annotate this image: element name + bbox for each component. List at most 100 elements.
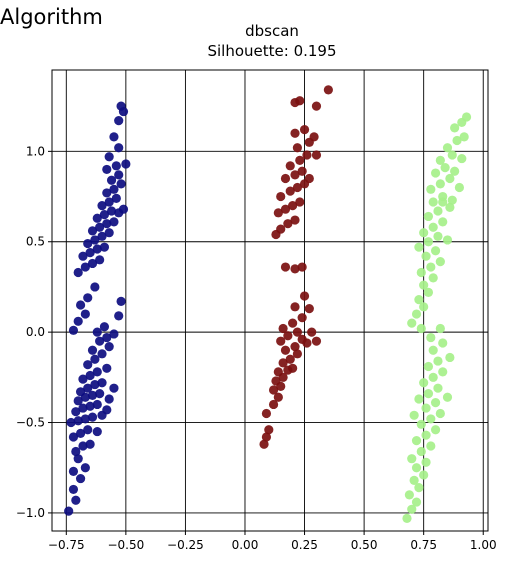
page-title: Algorithm (0, 5, 103, 29)
data-point (323, 85, 333, 95)
data-point (438, 217, 448, 227)
x-tick-label: −0.50 (107, 538, 144, 552)
data-point (404, 490, 414, 500)
data-point (438, 197, 448, 207)
data-point (435, 257, 445, 267)
data-point (80, 463, 90, 473)
data-point (423, 389, 434, 399)
data-point (435, 408, 445, 419)
data-point (95, 255, 105, 265)
data-point (90, 282, 100, 292)
data-point (407, 318, 417, 328)
data-point (411, 463, 422, 473)
x-tick-label: 0.00 (232, 538, 259, 552)
data-point (87, 258, 98, 269)
data-point (99, 210, 110, 220)
data-point (416, 446, 426, 457)
data-point (106, 175, 117, 185)
data-point (430, 246, 441, 256)
data-point (268, 385, 279, 395)
data-point (75, 473, 86, 484)
data-point (428, 197, 438, 207)
data-point (92, 426, 102, 437)
data-point (102, 405, 112, 415)
data-point (438, 367, 448, 377)
data-point (292, 349, 302, 359)
data-point (268, 399, 279, 410)
data-point (302, 150, 312, 160)
data-point (290, 302, 300, 312)
data-point (304, 173, 314, 184)
data-point (414, 294, 424, 305)
data-point (311, 336, 322, 346)
data-point (90, 354, 100, 364)
data-point (75, 428, 86, 438)
data-point (104, 228, 114, 238)
data-point (419, 302, 429, 312)
data-point (92, 213, 102, 223)
y-tick-label: −0.5 (16, 416, 45, 430)
x-tick-label: 0.25 (291, 538, 318, 552)
data-point (73, 267, 83, 278)
data-point (290, 264, 300, 274)
data-point (414, 394, 424, 404)
chart-subtitle: Silhouette: 0.195 (207, 42, 337, 60)
data-point (295, 155, 305, 165)
data-point (290, 342, 300, 352)
data-point (97, 231, 107, 241)
data-point (409, 475, 419, 485)
data-point (461, 112, 472, 122)
data-point (416, 267, 426, 278)
data-point (83, 425, 93, 435)
data-point (73, 316, 83, 326)
data-point (80, 414, 90, 424)
data-point (85, 247, 95, 258)
data-point (261, 432, 272, 442)
data-point (87, 226, 98, 236)
data-point (402, 513, 412, 523)
chart-title: dbscan (245, 22, 299, 40)
data-point (73, 396, 83, 406)
y-tick-label: 1.0 (26, 144, 45, 158)
data-point (309, 132, 319, 142)
data-point (68, 466, 79, 476)
data-point (433, 206, 443, 216)
data-point (445, 352, 455, 363)
data-point (71, 495, 81, 505)
data-point (92, 399, 102, 410)
data-point (273, 208, 283, 218)
data-point (111, 161, 121, 171)
data-point (295, 96, 305, 106)
y-tick-label: −1.0 (16, 506, 45, 520)
data-point (416, 323, 426, 334)
data-point (78, 441, 88, 451)
data-point (285, 161, 295, 171)
data-point (92, 244, 102, 254)
data-point (442, 235, 453, 245)
data-point (280, 345, 291, 355)
data-point (445, 173, 455, 184)
data-point (259, 439, 269, 449)
data-point (116, 101, 126, 111)
data-point (290, 215, 300, 225)
data-point (68, 432, 79, 442)
data-point (459, 132, 469, 142)
data-point (95, 336, 105, 346)
x-tick-label: −0.75 (48, 538, 85, 552)
data-point (116, 179, 126, 189)
data-point (421, 430, 431, 440)
data-point (428, 345, 438, 355)
data-point (292, 143, 302, 153)
data-point (109, 184, 119, 194)
data-point (68, 325, 79, 335)
data-point (433, 383, 443, 393)
data-point (264, 425, 274, 435)
data-point (85, 439, 95, 449)
data-point (285, 354, 295, 364)
data-point (435, 323, 445, 334)
data-points (64, 85, 472, 523)
data-point (311, 101, 322, 111)
data-point (273, 392, 283, 402)
data-point (109, 383, 119, 393)
data-point (280, 173, 291, 184)
